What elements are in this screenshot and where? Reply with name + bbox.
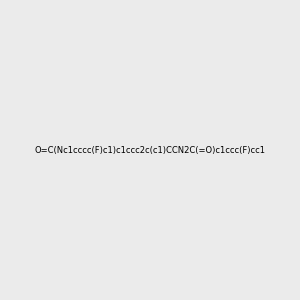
Text: O=C(Nc1cccc(F)c1)c1ccc2c(c1)CCN2C(=O)c1ccc(F)cc1: O=C(Nc1cccc(F)c1)c1ccc2c(c1)CCN2C(=O)c1c…: [34, 146, 266, 154]
